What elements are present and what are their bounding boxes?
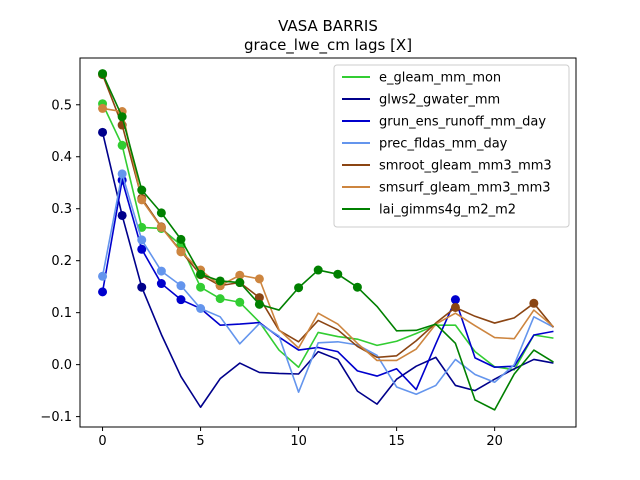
- y-tick-label-2: 0.1: [51, 306, 72, 321]
- series-line-lai_gimms4g_m2_m2: [101, 73, 554, 411]
- data-point-e_gleam_mm_mon-7: [235, 297, 245, 307]
- y-tick-label-5: 0.4: [51, 150, 72, 165]
- x-tick-label-0: 0: [98, 434, 106, 449]
- legend: e_gleam_mm_mon glws2_gwater_mm grun_ens_ru…: [333, 64, 570, 228]
- data-point-e_gleam_mm_mon-1: [117, 140, 127, 150]
- legend-label-prec_fldas_mm_day: prec_fldas_mm_day: [379, 137, 508, 152]
- data-point-smroot_gleam_mm3_mm3-18: [450, 302, 460, 312]
- y-tick-label-1: 0.0: [51, 358, 72, 373]
- data-point-lai_gimms4g_m2_m2-5: [196, 269, 206, 279]
- legend-box: [333, 64, 570, 228]
- data-point-prec_fldas_mm_day-1: [117, 169, 127, 179]
- data-point-smsurf_gleam_mm3_mm3-3: [156, 222, 166, 232]
- legend-label-smsurf_gleam_mm3_mm3: smsurf_gleam_mm3_mm3: [379, 181, 551, 196]
- y-tick-label-3: 0.2: [51, 254, 72, 269]
- data-point-lai_gimms4g_m2_m2-11: [313, 265, 323, 275]
- x-tick-label-5: 5: [196, 434, 204, 449]
- data-point-grun_ens_runoff_mm_day-3: [156, 279, 166, 289]
- data-point-lai_gimms4g_m2_m2-6: [215, 276, 225, 286]
- data-point-lai_gimms4g_m2_m2-13: [352, 282, 362, 292]
- data-point-grun_ens_runoff_mm_day-0: [98, 287, 108, 297]
- data-point-e_gleam_mm_mon-5: [196, 282, 206, 292]
- data-point-lai_gimms4g_m2_m2-0: [98, 69, 108, 79]
- legend-label-glws2_gwater_mm: glws2_gwater_mm: [379, 93, 500, 108]
- x-tick-label-20: 20: [486, 434, 503, 449]
- data-point-lai_gimms4g_m2_m2-8: [254, 299, 264, 309]
- series-layer: [98, 69, 555, 411]
- x-tick-label-15: 15: [388, 434, 405, 449]
- data-point-prec_fldas_mm_day-3: [156, 266, 166, 276]
- data-point-lai_gimms4g_m2_m2-7: [235, 278, 245, 288]
- data-point-grun_ens_runoff_mm_day-18: [450, 295, 460, 305]
- data-point-smsurf_gleam_mm3_mm3-2: [137, 195, 147, 205]
- data-point-glws2_gwater_mm-2: [137, 282, 147, 292]
- data-point-prec_fldas_mm_day-2: [137, 235, 147, 245]
- data-point-smsurf_gleam_mm3_mm3-7: [235, 270, 245, 280]
- data-point-smsurf_gleam_mm3_mm3-0: [98, 103, 108, 113]
- axes-layer: 0 5 10 15 20 −0.1 0.0 0.1 0.2 0.3 0.4 0.5: [40, 57, 577, 449]
- data-point-glws2_gwater_mm-1: [117, 210, 127, 220]
- data-point-lai_gimms4g_m2_m2-4: [176, 234, 186, 244]
- legend-label-smroot_gleam_mm3_mm3: smroot_gleam_mm3_mm3: [379, 159, 552, 174]
- legend-label-e_gleam_mm_mon: e_gleam_mm_mon: [379, 71, 501, 86]
- y-tick-label-4: 0.3: [51, 202, 72, 217]
- legend-label-lai_gimms4g_m2_m2: lai_gimms4g_m2_m2: [379, 203, 516, 218]
- data-point-grun_ens_runoff_mm_day-2: [137, 244, 147, 254]
- y-tick-label-0: −0.1: [40, 410, 72, 425]
- data-point-e_gleam_mm_mon-6: [215, 294, 225, 304]
- data-point-prec_fldas_mm_day-5: [196, 304, 206, 313]
- data-point-lai_gimms4g_m2_m2-2: [137, 185, 147, 195]
- data-point-smroot_gleam_mm3_mm3-22: [529, 298, 539, 308]
- data-point-lai_gimms4g_m2_m2-1: [117, 112, 127, 122]
- data-point-grun_ens_runoff_mm_day-4: [176, 295, 186, 305]
- y-tick-label-6: 0.5: [51, 98, 72, 113]
- data-point-lai_gimms4g_m2_m2-3: [156, 208, 166, 218]
- chart-title: VASA BARRIS: [278, 17, 378, 35]
- data-point-smroot_gleam_mm3_mm3-8: [254, 293, 264, 303]
- series-line-glws2_gwater_mm: [101, 132, 554, 409]
- chart-subtitle: grace_lwe_cm lags [X]: [244, 36, 412, 55]
- data-point-smsurf_gleam_mm3_mm3-4: [176, 247, 186, 257]
- series-line-smsurf_gleam_mm3_mm3: [102, 107, 554, 362]
- data-point-prec_fldas_mm_day-0: [98, 271, 108, 281]
- data-point-prec_fldas_mm_day-4: [176, 281, 186, 291]
- plot-frame: [79, 57, 577, 428]
- data-point-lai_gimms4g_m2_m2-12: [333, 269, 343, 279]
- data-point-smsurf_gleam_mm3_mm3-8: [254, 274, 264, 284]
- legend-label-grun_ens_runoff_mm_day: grun_ens_runoff_mm_day: [379, 115, 546, 130]
- data-point-lai_gimms4g_m2_m2-10: [294, 283, 304, 293]
- data-point-glws2_gwater_mm-0: [98, 127, 108, 137]
- x-tick-label-10: 10: [290, 434, 307, 449]
